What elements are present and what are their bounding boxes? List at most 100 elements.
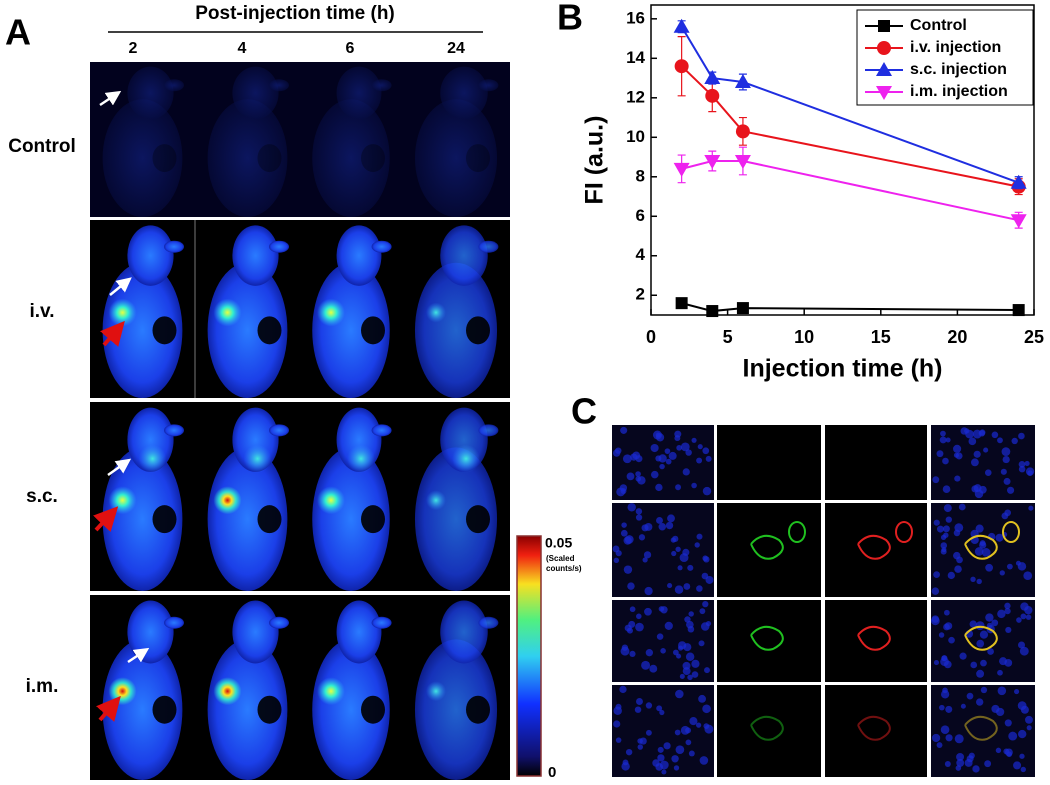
nucleus bbox=[619, 685, 627, 694]
nucleus bbox=[1006, 486, 1015, 494]
nucleus bbox=[676, 444, 682, 451]
mouse-paw bbox=[164, 240, 184, 253]
nucleus bbox=[1020, 602, 1029, 611]
micrograph bbox=[612, 685, 714, 777]
legend: Control i.v. injection s.c. injection i.m. … bbox=[856, 9, 1034, 106]
signal-spot bbox=[108, 486, 137, 515]
nucleus bbox=[958, 503, 966, 511]
arrow bbox=[127, 647, 150, 664]
nucleus bbox=[661, 769, 667, 775]
legend-marker bbox=[877, 41, 891, 55]
nucleus bbox=[1011, 437, 1018, 445]
signal-spot bbox=[108, 298, 137, 327]
nucleus bbox=[966, 755, 974, 763]
vessel-signal bbox=[788, 521, 806, 543]
nucleus bbox=[664, 448, 671, 454]
nucleus bbox=[945, 705, 953, 713]
mouse-gap bbox=[466, 505, 490, 534]
mouse-body bbox=[102, 639, 183, 780]
nucleus bbox=[1004, 607, 1011, 615]
nucleus bbox=[699, 756, 709, 765]
nucleus bbox=[971, 485, 979, 493]
series bbox=[675, 297, 1025, 318]
nucleus bbox=[635, 622, 644, 632]
nucleus bbox=[696, 585, 703, 592]
nucleus bbox=[1005, 626, 1012, 634]
nucleus bbox=[976, 578, 982, 585]
colorbar bbox=[516, 535, 542, 777]
nucleus bbox=[635, 514, 643, 521]
nucleus bbox=[1026, 725, 1032, 731]
nucleus bbox=[984, 760, 992, 768]
mouse-image bbox=[102, 225, 184, 398]
mouse-image bbox=[414, 66, 499, 217]
nucleus bbox=[1003, 477, 1011, 485]
nucleus bbox=[930, 616, 940, 626]
micrograph-bg bbox=[717, 503, 821, 597]
nucleus bbox=[632, 451, 641, 460]
nucleus bbox=[650, 470, 659, 479]
nucleus bbox=[1025, 614, 1032, 620]
nucleus bbox=[699, 608, 706, 615]
micrograph bbox=[612, 600, 714, 682]
marker bbox=[705, 88, 720, 103]
marker bbox=[1010, 174, 1027, 189]
nucleus bbox=[1019, 646, 1029, 656]
nucleus bbox=[623, 565, 633, 574]
mouse-paw bbox=[371, 240, 392, 253]
nucleus bbox=[702, 555, 708, 562]
nucleus bbox=[991, 431, 999, 439]
micrograph bbox=[825, 425, 927, 500]
nucleus bbox=[964, 428, 970, 434]
nucleus bbox=[613, 706, 622, 715]
nucleus bbox=[1004, 602, 1011, 610]
nucleus bbox=[688, 611, 694, 617]
nucleus bbox=[1024, 460, 1030, 467]
series bbox=[673, 18, 1027, 190]
nucleus bbox=[655, 455, 662, 462]
micrograph-bg bbox=[612, 600, 714, 682]
arrow bbox=[93, 506, 119, 532]
nucleus bbox=[1023, 571, 1033, 581]
nucleus bbox=[675, 484, 682, 491]
mouse-body bbox=[207, 99, 288, 217]
nucleus bbox=[1015, 560, 1021, 566]
nucleus bbox=[683, 583, 691, 590]
vessel-signal bbox=[964, 625, 998, 651]
micrograph bbox=[825, 503, 927, 597]
mouse-paw bbox=[478, 616, 499, 629]
nucleus bbox=[1001, 447, 1011, 456]
nucleus bbox=[691, 437, 697, 443]
mouse-body bbox=[207, 639, 288, 780]
nucleus bbox=[983, 447, 989, 453]
marker bbox=[706, 305, 719, 318]
micrograph bbox=[931, 685, 1035, 777]
nucleus bbox=[975, 621, 985, 631]
mouse-body bbox=[414, 639, 498, 780]
nucleus bbox=[985, 613, 994, 622]
nucleus bbox=[702, 704, 711, 714]
nucleus bbox=[629, 650, 636, 657]
mouse-paw bbox=[371, 79, 392, 92]
y-tick-label: 8 bbox=[636, 166, 645, 185]
nucleus bbox=[659, 709, 665, 716]
nucleus bbox=[960, 703, 966, 709]
marker bbox=[734, 154, 751, 169]
arrow bbox=[100, 320, 125, 347]
nucleus bbox=[972, 429, 982, 439]
mouse-gap bbox=[152, 144, 177, 173]
nucleus bbox=[705, 620, 712, 627]
nucleus bbox=[673, 765, 680, 771]
mouse-gap bbox=[257, 144, 282, 173]
nucleus bbox=[954, 734, 964, 744]
nucleus bbox=[694, 542, 700, 548]
micrograph-bg bbox=[717, 425, 821, 500]
marker bbox=[736, 302, 749, 315]
nucleus bbox=[664, 621, 673, 630]
mouse-body bbox=[414, 99, 498, 217]
nucleus bbox=[665, 521, 674, 530]
nucleus bbox=[981, 548, 991, 557]
y-axis-label: FI (a.u.) bbox=[581, 116, 609, 205]
nucleus bbox=[644, 586, 653, 596]
